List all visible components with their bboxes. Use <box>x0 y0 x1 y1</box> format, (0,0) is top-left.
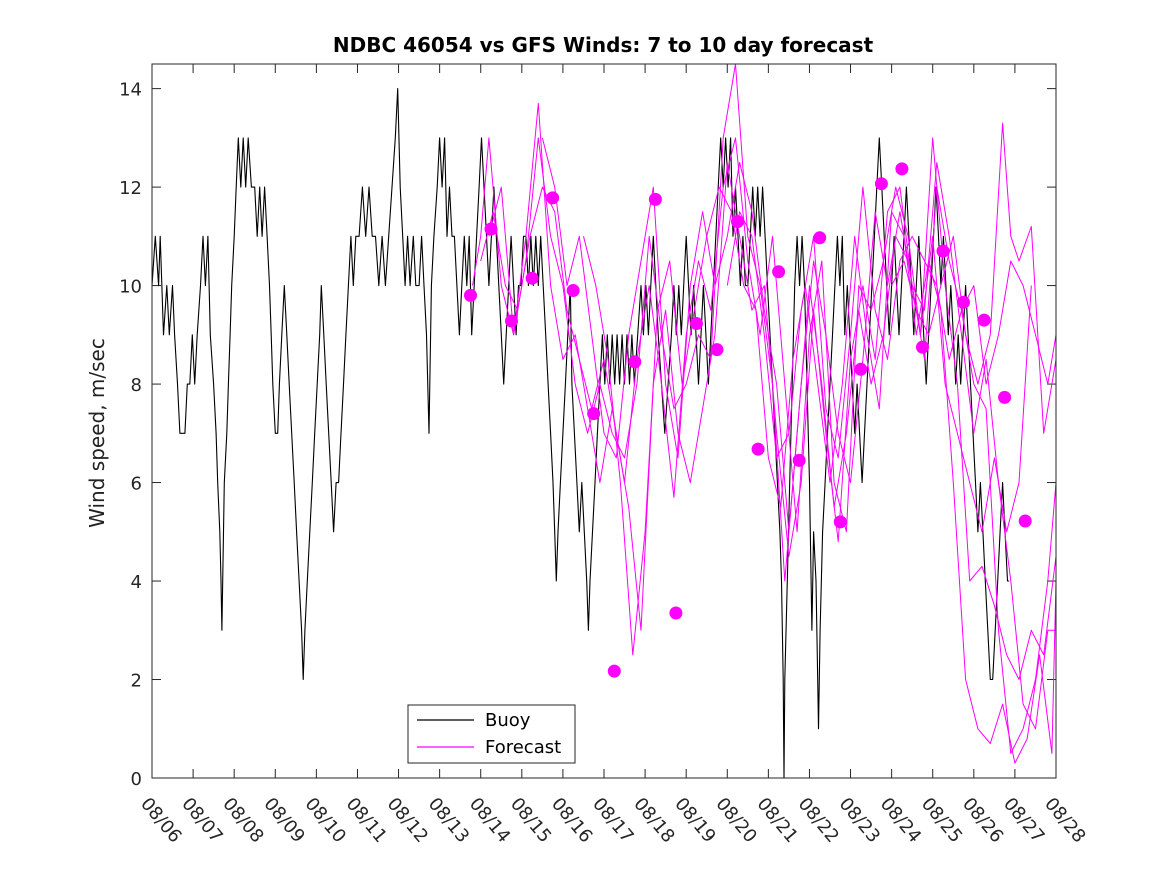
forecast-series-line-4 <box>541 137 1056 754</box>
forecast-mean-point <box>936 244 950 258</box>
forecast-series-line-7 <box>891 122 1056 434</box>
y-tick-label: 12 <box>119 178 142 199</box>
forecast-mean-point <box>566 284 580 297</box>
forecast-mean-point <box>628 355 642 369</box>
forecast-mean-point <box>813 231 827 245</box>
y-tick-label: 14 <box>119 80 142 101</box>
y-tick-label: 2 <box>131 671 142 692</box>
buoy-series-line <box>152 88 1010 778</box>
forecast-mean-point <box>587 407 601 421</box>
forecast-mean-point <box>484 222 498 236</box>
forecast-mean-point <box>957 295 970 309</box>
y-tick-label: 0 <box>131 769 142 790</box>
forecast-mean-point <box>977 313 991 327</box>
forecast-mean-point <box>854 362 868 376</box>
forecast-mean-point <box>792 453 806 467</box>
y-tick-label: 4 <box>131 572 142 593</box>
y-tick-label: 10 <box>119 277 142 298</box>
forecast-mean-point <box>998 390 1012 404</box>
forecast-mean-point <box>731 215 744 229</box>
forecast-mean-point <box>546 191 560 205</box>
forecast-mean-point <box>710 343 724 357</box>
forecast-mean-point <box>464 288 477 302</box>
forecast-mean-point <box>505 314 518 328</box>
legend-label-buoy: Buoy <box>485 710 531 731</box>
forecast-mean-point <box>895 162 909 176</box>
forecast-series-line-6 <box>726 186 1056 459</box>
forecast-mean-point <box>833 515 847 529</box>
y-axis-label: Wind speed, m/sec <box>85 338 109 528</box>
y-tick-label: 8 <box>131 375 142 396</box>
forecast-mean-point <box>690 317 703 330</box>
forecast-mean-point <box>648 192 662 206</box>
forecast-mean-point <box>669 606 683 620</box>
forecast-mean-point <box>1018 514 1032 528</box>
forecast-mean-point <box>525 271 539 285</box>
plot-area <box>152 64 1056 778</box>
chart-title: NDBC 46054 vs GFS Winds: 7 to 10 day for… <box>333 33 874 57</box>
forecast-mean-point <box>874 177 888 191</box>
forecast-mean-point <box>751 442 765 456</box>
forecast-mean-point <box>916 340 929 354</box>
forecast-series-line-2 <box>480 162 1056 730</box>
y-tick-label: 6 <box>131 474 142 495</box>
forecast-series-line-3 <box>488 102 1056 680</box>
forecast-mean-point <box>607 664 621 678</box>
legend-label-forecast: Forecast <box>485 737 561 758</box>
legend: Buoy Forecast <box>407 704 576 764</box>
axes-frame <box>151 63 1057 779</box>
legend-box <box>407 704 576 764</box>
forecast-series-line-5 <box>583 186 1056 764</box>
forecast-mean-point <box>772 265 786 279</box>
